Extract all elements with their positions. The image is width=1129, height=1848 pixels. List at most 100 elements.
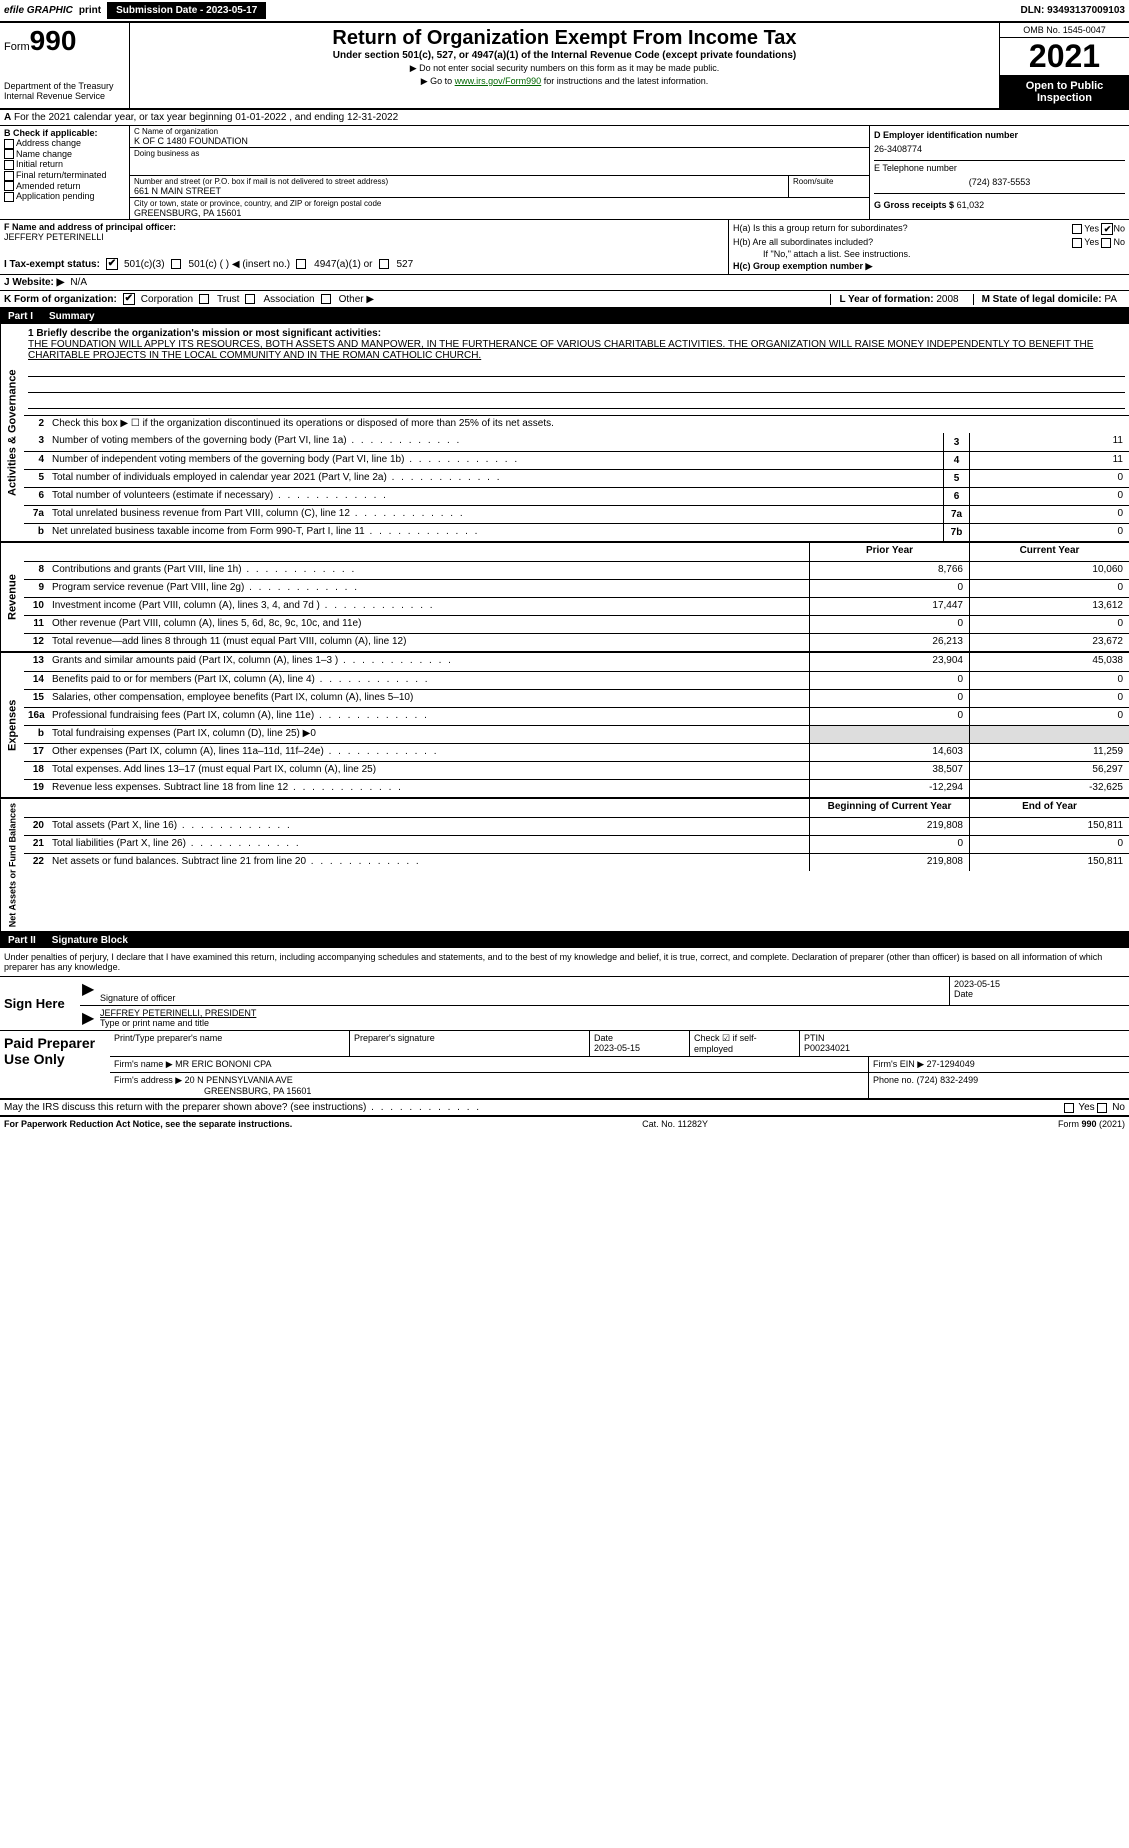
chk-label: Initial return (16, 159, 63, 169)
opt-501c3: 501(c)(3) (124, 259, 165, 270)
row-num: 11 (24, 616, 48, 633)
chk-amended[interactable]: Amended return (4, 181, 125, 192)
chk-corp[interactable]: ✔ (123, 293, 135, 305)
firm-phone-label: Phone no. (873, 1075, 914, 1085)
row-text: Grants and similar amounts paid (Part IX… (48, 653, 809, 671)
section-c: C Name of organization K OF C 1480 FOUND… (130, 126, 869, 219)
sig-date-field: 2023-05-15 Date (949, 977, 1129, 1005)
sign-here-label: Sign Here (0, 977, 80, 1030)
chk-501c[interactable] (171, 259, 181, 269)
row-12: 12 Total revenue—add lines 8 through 11 … (24, 633, 1129, 651)
row-text: Salaries, other compensation, employee b… (48, 690, 809, 707)
row-text: Net assets or fund balances. Subtract li… (48, 854, 809, 871)
sig-name-field: JEFFREY PETERINELLI, PRESIDENT Type or p… (96, 1006, 1129, 1030)
part2-header: Part II Signature Block (0, 933, 1129, 948)
note-pre: ▶ Go to (421, 76, 455, 86)
chk-4947[interactable] (296, 259, 306, 269)
yes: Yes (1084, 237, 1099, 247)
row-19: 19 Revenue less expenses. Subtract line … (24, 779, 1129, 797)
row-text: Total liabilities (Part X, line 26) (48, 836, 809, 853)
row-text: Net unrelated business taxable income fr… (48, 524, 943, 541)
row-9: 9 Program service revenue (Part VIII, li… (24, 579, 1129, 597)
state-domicile-value: PA (1104, 294, 1117, 305)
prep-date-cell: Date 2023-05-15 (590, 1031, 690, 1056)
row-13: 13 Grants and similar amounts paid (Part… (24, 653, 1129, 671)
prior-val: 23,904 (809, 653, 969, 671)
discuss-row: May the IRS discuss this return with the… (0, 1100, 1129, 1117)
org-name-label: C Name of organization (134, 127, 865, 136)
street-label: Number and street (or P.O. box if mail i… (134, 177, 784, 186)
row-10: 10 Investment income (Part VIII, column … (24, 597, 1129, 615)
submission-date-button[interactable]: Submission Date - 2023-05-17 (107, 2, 266, 19)
chk-trust[interactable] (199, 294, 209, 304)
open-public-badge: Open to Public Inspection (1000, 76, 1129, 108)
chk-hb-no[interactable] (1101, 238, 1111, 248)
chk-final-return[interactable]: Final return/terminated (4, 170, 125, 181)
chk-initial-return[interactable]: Initial return (4, 159, 125, 170)
blank (48, 543, 809, 561)
chk-discuss-yes[interactable] (1064, 1103, 1074, 1113)
chk-other[interactable] (321, 294, 331, 304)
row-text: Benefits paid to or for members (Part IX… (48, 672, 809, 689)
prior-val: 219,808 (809, 818, 969, 835)
chk-assoc[interactable] (245, 294, 255, 304)
chk-application[interactable]: Application pending (4, 191, 125, 202)
row-num: 5 (24, 470, 48, 487)
current-val: 0 (969, 690, 1129, 707)
chk-ha-yes[interactable] (1072, 224, 1082, 234)
hb-answer: Yes No (1072, 237, 1125, 248)
opt-527: 527 (397, 259, 414, 270)
prior-val: 219,808 (809, 854, 969, 871)
chk-ha-no[interactable]: ✔ (1101, 223, 1113, 235)
website-label: J Website: ▶ (4, 277, 64, 288)
blank (24, 543, 48, 561)
section-fh: F Name and address of principal officer:… (0, 220, 1129, 275)
ha-label: H(a) Is this a group return for subordin… (733, 223, 908, 235)
section-bcd: B Check if applicable: Address change Na… (0, 126, 1129, 220)
row-num: 16a (24, 708, 48, 725)
chk-501c3[interactable]: ✔ (106, 258, 118, 270)
row-val: 0 (969, 470, 1129, 487)
firm-name-label: Firm's name ▶ (114, 1059, 173, 1069)
firm-ein-value: 27-1294049 (927, 1059, 975, 1069)
chk-hb-yes[interactable] (1072, 238, 1082, 248)
section-m: M State of legal domicile: PA (973, 294, 1125, 305)
row-box: 5 (943, 470, 969, 487)
section-i: I Tax-exempt status: ✔ 501(c)(3) 501(c) … (4, 256, 724, 272)
chk-527[interactable] (379, 259, 389, 269)
governance-content: 1 Briefly describe the organization's mi… (24, 324, 1129, 541)
tax-year: 2021 (1000, 38, 1129, 76)
chk-name-change[interactable]: Name change (4, 149, 125, 160)
revenue-label: Revenue (0, 543, 24, 651)
city-label: City or town, state or province, country… (134, 199, 865, 208)
row-7b: b Net unrelated business taxable income … (24, 523, 1129, 541)
phone-value: (724) 837-5553 (874, 173, 1125, 191)
subtitle: Under section 501(c), 527, or 4947(a)(1)… (134, 50, 995, 61)
print-label[interactable]: print (79, 5, 101, 16)
hb-note: If "No," attach a list. See instructions… (733, 249, 1125, 259)
chk-discuss-no[interactable] (1097, 1103, 1107, 1113)
row-val: 0 (969, 488, 1129, 505)
row-text: Revenue less expenses. Subtract line 18 … (48, 780, 809, 797)
part1-header: Part I Summary (0, 309, 1129, 324)
row-4: 4 Number of independent voting members o… (24, 451, 1129, 469)
ein-box: D Employer identification number 26-3408… (874, 128, 1125, 161)
row-val: 11 (969, 452, 1129, 469)
governance-label: Activities & Governance (0, 324, 24, 541)
current-val: -32,625 (969, 780, 1129, 797)
prep-line-1: Print/Type preparer's name Preparer's si… (110, 1031, 1129, 1057)
net-assets-block: Net Assets or Fund Balances Beginning of… (0, 799, 1129, 933)
row-text: Total number of volunteers (estimate if … (48, 488, 943, 505)
section-l: L Year of formation: 2008 (830, 294, 966, 305)
row-21: 21 Total liabilities (Part X, line 26) 0… (24, 835, 1129, 853)
row-num: 2 (24, 416, 48, 433)
irs-link[interactable]: www.irs.gov/Form990 (455, 76, 542, 86)
section-klm: K Form of organization: ✔ Corporation Tr… (0, 291, 1129, 309)
row-box: 4 (943, 452, 969, 469)
row-text: Number of voting members of the governin… (48, 433, 943, 451)
chk-address-change[interactable]: Address change (4, 138, 125, 149)
row-num: 21 (24, 836, 48, 853)
form-word: Form (4, 41, 30, 53)
footer-center: Cat. No. 11282Y (642, 1119, 708, 1129)
beginning-year-header: Beginning of Current Year (809, 799, 969, 817)
